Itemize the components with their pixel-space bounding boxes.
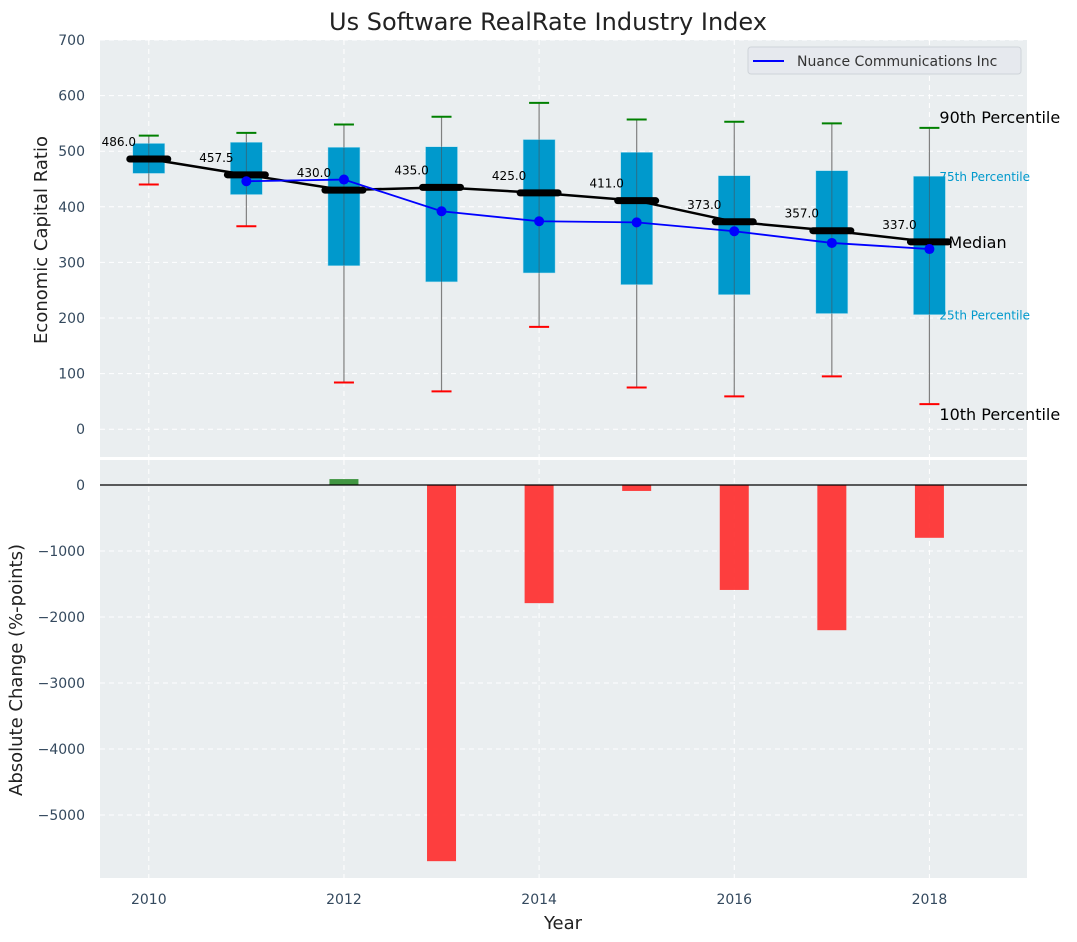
change-bar xyxy=(914,485,944,538)
median-value-label: 337.0 xyxy=(882,218,916,232)
y-tick-label: 100 xyxy=(58,367,85,383)
x-tick-label: 2014 xyxy=(521,892,557,908)
bottom-y-ticks: 0 −1000 −2000 −3000 −4000 −5000 xyxy=(38,478,85,824)
median-labels: 486.0 457.5 430.0 435.0 425.0 411.0 373.0 357.0… xyxy=(102,135,917,232)
box-plots xyxy=(132,101,946,406)
company-point xyxy=(436,206,447,217)
company-line-group xyxy=(241,174,935,255)
annotation-10th-percentile: 10th Percentile xyxy=(939,405,1060,424)
y-tick-label: 0 xyxy=(76,478,85,494)
y-tick-label: −1000 xyxy=(38,544,85,560)
y-tick-label: 500 xyxy=(58,144,85,160)
legend: Nuance Communications Inc xyxy=(747,46,1022,75)
change-bar xyxy=(719,485,749,590)
median-value-label: 486.0 xyxy=(102,135,136,149)
company-point xyxy=(534,216,545,227)
annotation-90th-percentile: 90th Percentile xyxy=(939,108,1060,127)
median-value-label: 357.0 xyxy=(785,207,819,221)
median-value-label: 435.0 xyxy=(394,163,428,177)
x-tick-label: 2012 xyxy=(326,892,362,908)
company-point xyxy=(924,244,935,255)
top-y-ticks: 0 100 200 300 400 500 600 700 xyxy=(58,33,85,438)
y-tick-label: 0 xyxy=(76,422,85,438)
company-point xyxy=(631,217,642,228)
percentile-annotations: 90th Percentile 75th Percentile Median 25th… xyxy=(939,108,1060,424)
x-ticks: 2010 2012 2014 2016 2018 xyxy=(131,892,947,908)
y-tick-label: 300 xyxy=(58,255,85,271)
y-tick-label: −3000 xyxy=(38,676,85,692)
bottom-plot-background xyxy=(100,460,1027,878)
x-tick-label: 2010 xyxy=(131,892,167,908)
change-bar xyxy=(524,485,554,604)
change-bar xyxy=(817,485,847,631)
median-value-label: 457.5 xyxy=(199,151,233,165)
annotation-median: Median xyxy=(948,233,1006,252)
y-tick-label: 700 xyxy=(58,33,85,49)
change-bar xyxy=(622,485,652,491)
bottom-y-axis-label: Absolute Change (%-points) xyxy=(6,544,27,796)
chart-title: Us Software RealRate Industry Index xyxy=(329,8,767,36)
bottom-panel: 0−1000−2000−3000−4000−5000 2010 2012 2014 2… xyxy=(6,460,1027,934)
x-tick-label: 2016 xyxy=(716,892,752,908)
y-tick-label: 200 xyxy=(58,311,85,327)
top-panel: 0 100 200 300 400 500 600 700 486.0 457.5 430.0 43… xyxy=(31,33,1060,457)
top-y-axis-label: Economic Capital Ratio xyxy=(31,136,52,344)
median-value-label: 430.0 xyxy=(297,166,331,180)
y-tick-label: −2000 xyxy=(38,610,85,626)
x-tick-label: 2018 xyxy=(912,892,948,908)
x-axis-label: Year xyxy=(543,913,583,934)
company-line xyxy=(246,178,930,250)
median-value-label: 425.0 xyxy=(492,169,526,183)
company-point xyxy=(826,237,837,248)
y-tick-label: −4000 xyxy=(38,742,85,758)
median-value-label: 411.0 xyxy=(590,177,624,191)
y-tick-label: −5000 xyxy=(38,808,85,824)
top-plot-background xyxy=(100,40,1027,457)
y-tick-label: 400 xyxy=(58,200,85,216)
change-bar xyxy=(329,479,359,486)
bottom-grid xyxy=(100,460,1027,878)
median-value-label: 373.0 xyxy=(687,198,721,212)
company-point xyxy=(338,174,349,185)
legend-label: Nuance Communications Inc xyxy=(797,54,997,70)
change-bars xyxy=(329,479,944,862)
annotation-25th-percentile: 25th Percentile xyxy=(939,309,1030,323)
annotation-75th-percentile: 75th Percentile xyxy=(939,170,1030,184)
company-point xyxy=(241,176,252,187)
legend-box xyxy=(747,46,1022,75)
change-bar xyxy=(427,485,457,862)
company-point xyxy=(729,226,740,237)
y-tick-label: 600 xyxy=(58,89,85,105)
